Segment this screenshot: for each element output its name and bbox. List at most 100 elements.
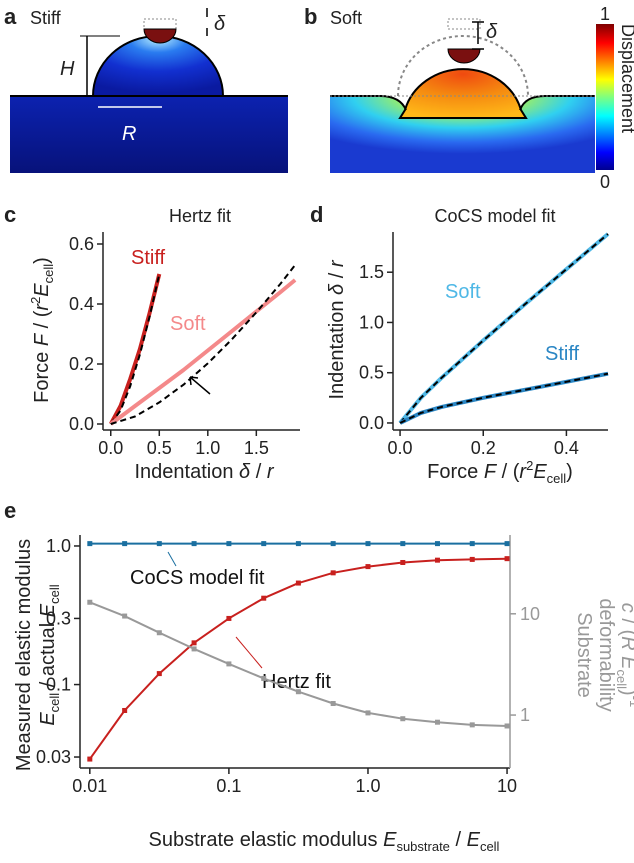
marker — [330, 570, 336, 576]
y2-tick-label: 10 — [520, 604, 540, 624]
marker — [400, 559, 406, 565]
label-part: F — [484, 461, 498, 483]
label-part: cell — [47, 584, 62, 604]
x-axis-label: Force F / (r2Ecell) — [427, 458, 573, 486]
label-part: cell — [614, 669, 629, 689]
series-label: Stiff — [545, 343, 580, 365]
x-tick-label: 0.4 — [554, 438, 579, 458]
label-part: Substrate elastic modulus — [149, 829, 384, 851]
label-part: Measured elastic modulus — [13, 539, 35, 771]
panel-label: e — [4, 498, 16, 523]
radius-label: R — [122, 123, 136, 145]
label-part: cell — [480, 839, 500, 854]
marker — [434, 557, 440, 563]
marker — [469, 556, 475, 562]
chart-title: CoCS model fit — [434, 206, 555, 226]
series-line — [110, 264, 296, 425]
x-tick-label: 0.5 — [147, 438, 172, 458]
substrate — [10, 96, 288, 173]
marker — [226, 615, 232, 621]
series-label: Soft — [170, 313, 206, 335]
marker — [87, 541, 93, 547]
indenter — [447, 48, 481, 64]
label-part: cell — [547, 471, 567, 486]
marker — [295, 580, 301, 586]
indent-arrow — [472, 21, 484, 50]
label-line: c / (R Ecell)-1 — [614, 603, 634, 707]
panel-title: Soft — [330, 8, 362, 28]
label-part: E — [383, 829, 397, 851]
x-tick-label: 1.5 — [244, 438, 269, 458]
indent-label: δ — [486, 21, 498, 43]
x-tick-label: 0.2 — [471, 438, 496, 458]
label-part: E — [37, 712, 59, 726]
marker — [469, 722, 475, 728]
colorbar-tick: 0 — [600, 172, 610, 192]
marker — [365, 541, 371, 547]
label-part: / — [450, 829, 467, 851]
cell — [91, 35, 225, 97]
marker — [261, 595, 267, 601]
label-part: Indentation — [326, 295, 348, 400]
label-part: E — [37, 603, 59, 617]
marker — [504, 541, 510, 547]
label-part: Force — [31, 346, 53, 403]
marker — [191, 646, 197, 652]
colorbar-label: Displacement — [618, 24, 634, 133]
label-part: δ — [326, 283, 348, 295]
y-tick-label: 0.0 — [69, 414, 94, 434]
leader-line — [167, 551, 177, 567]
label-part: R E — [617, 636, 634, 670]
label-part: cell — [47, 693, 62, 713]
y2-axis-label: Substrate deformability c / (R Ecell)-1 — [573, 598, 634, 711]
y-tick-label: 0.4 — [69, 294, 94, 314]
series-line — [399, 372, 609, 424]
y-tick-label: 1.0 — [46, 536, 71, 556]
x-axis-label: Substrate elastic modulus Esubstrate / E… — [149, 829, 500, 854]
series-line — [399, 233, 609, 424]
series-label: Soft — [445, 281, 481, 303]
marker — [261, 541, 267, 547]
colorbar-tick: 1 — [600, 4, 610, 24]
label-part: / actual — [37, 617, 59, 693]
label-part: / — [326, 267, 348, 284]
label-part: E — [31, 283, 53, 297]
marker — [469, 541, 475, 547]
marker — [434, 541, 440, 547]
series-line — [399, 371, 609, 425]
label-part: r — [31, 303, 53, 311]
marker — [400, 541, 406, 547]
x-axis-label: Indentation δ / r — [135, 461, 275, 483]
y-tick-label: 0.5 — [359, 363, 384, 383]
marker — [434, 719, 440, 725]
label-part: c — [617, 603, 634, 613]
y-axis-label: Indentation δ / r — [326, 259, 348, 399]
label-part: -1 — [627, 696, 634, 708]
marker — [122, 613, 128, 619]
label-part: r — [326, 259, 348, 267]
marker — [400, 716, 406, 722]
label-part: Substrate — [573, 612, 595, 698]
colorbar — [596, 24, 614, 170]
label-part: ) — [566, 461, 573, 483]
label-part: Indentation — [135, 461, 240, 483]
label-line: Substrate — [573, 612, 595, 698]
surface — [330, 95, 595, 111]
label-part: / ( — [496, 461, 520, 483]
arrow — [189, 376, 211, 395]
y-tick-label: 0.3 — [46, 608, 71, 628]
marker — [330, 701, 336, 707]
label-part: E — [533, 461, 547, 483]
series-line — [89, 601, 508, 727]
y-tick-label: 0.03 — [36, 747, 71, 767]
y-tick-label: 0.1 — [46, 675, 71, 695]
label-part: / ( — [617, 613, 634, 637]
y-axis-label: Ecell / actual Ecell — [37, 584, 62, 725]
marker — [191, 541, 197, 547]
label-part: E — [467, 829, 481, 851]
panel-label: d — [310, 202, 323, 227]
label-part: 2 — [526, 458, 533, 473]
label-part: / ( — [31, 310, 53, 334]
marker — [122, 541, 128, 547]
